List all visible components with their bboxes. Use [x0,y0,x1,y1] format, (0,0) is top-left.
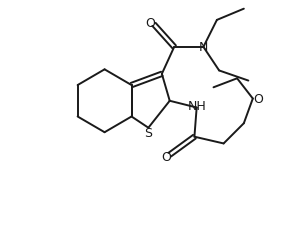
Text: S: S [144,126,152,139]
Text: O: O [146,17,155,29]
Text: O: O [254,93,263,106]
Text: N: N [199,41,208,54]
Text: O: O [161,151,171,164]
Text: NH: NH [187,99,206,112]
